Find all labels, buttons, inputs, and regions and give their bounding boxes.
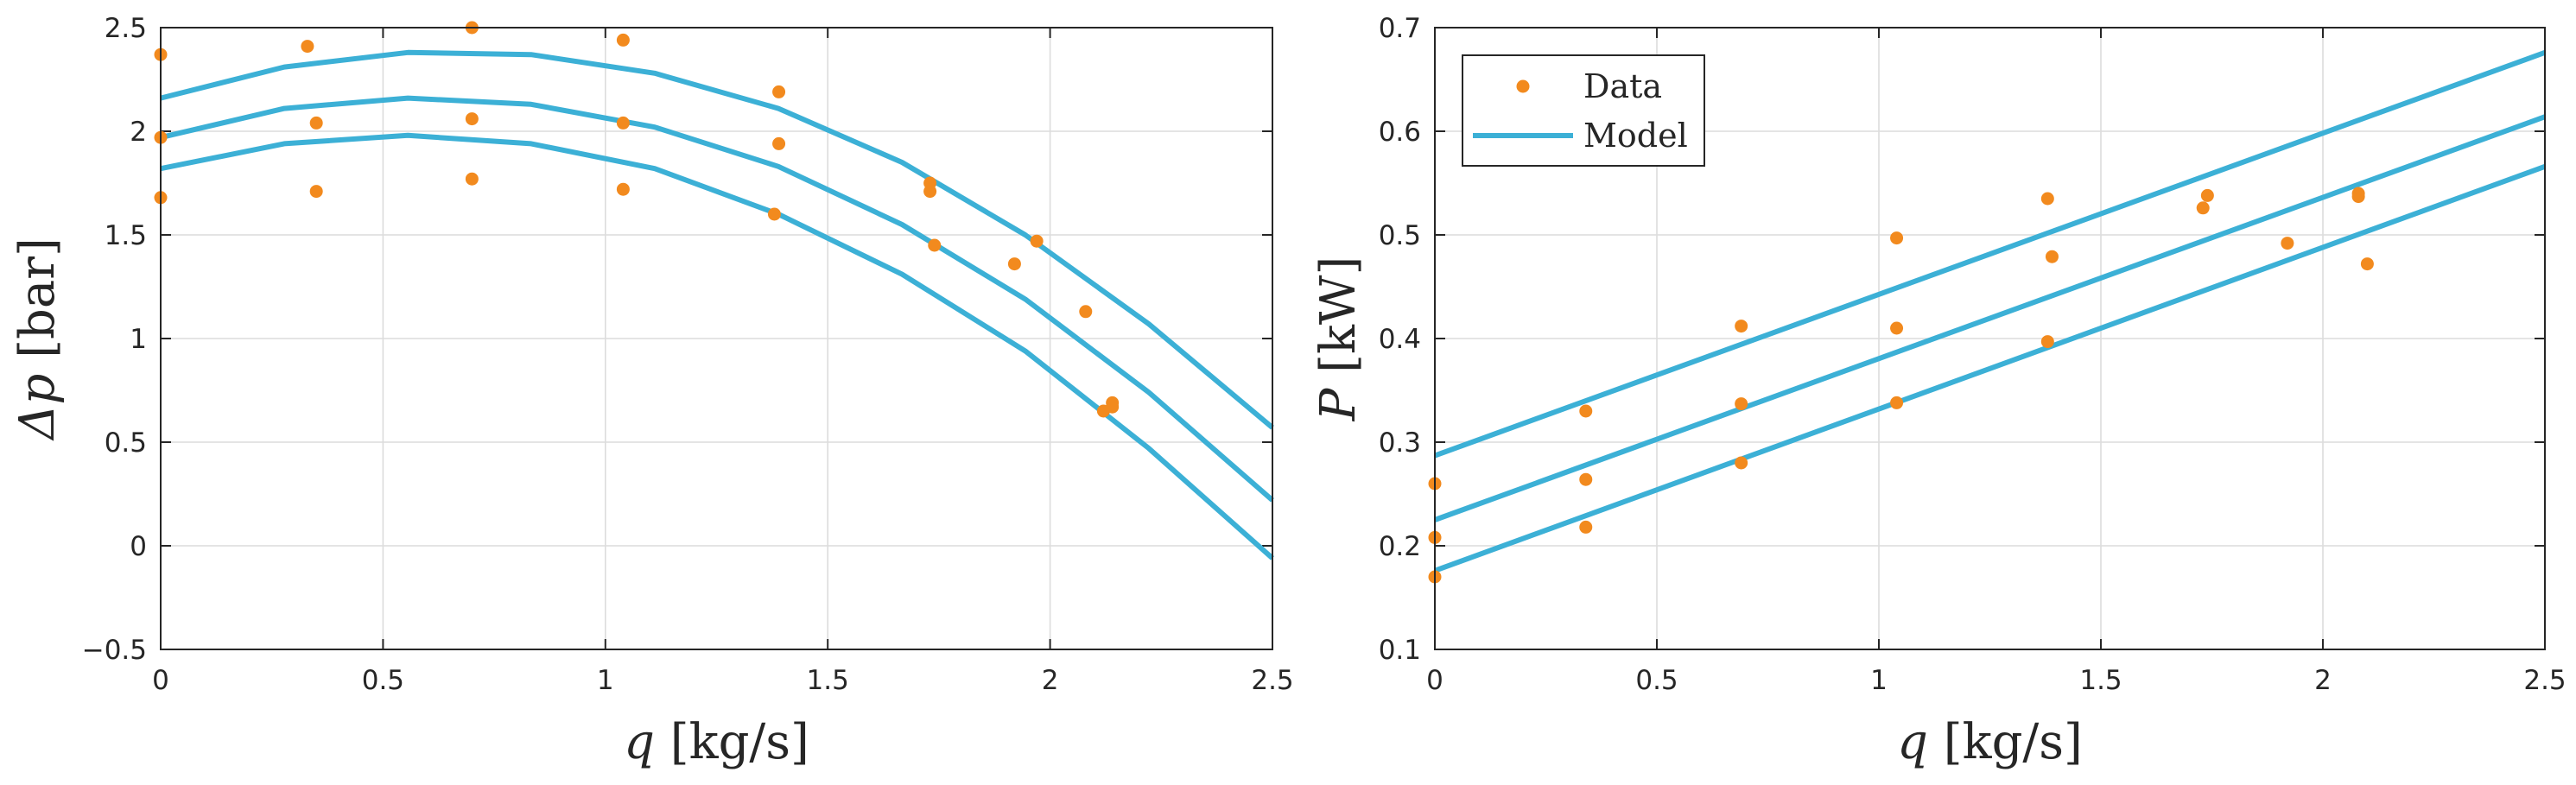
data-point — [1579, 404, 1593, 418]
data-point — [465, 112, 479, 126]
data-point — [2351, 190, 2365, 204]
y-tick-label: 0.1 — [1379, 635, 1421, 666]
model-line-1 — [1433, 49, 2547, 459]
y-tick-label: 0.7 — [1379, 13, 1421, 44]
x-axis-unit: [kg/s] — [1928, 714, 2083, 770]
chart-panel-right: 0 0.5 1 1.5 2 2.5 0.1 0.2 0.3 0.4 0.5 0.6 0.7 q [kg/s… — [1310, 13, 2566, 770]
data-point — [309, 185, 323, 199]
y-axis-symbol: P — [1310, 387, 1367, 421]
y-tick-label: 2 — [130, 117, 147, 148]
y-tick-label: 1.5 — [105, 220, 147, 251]
legend-data-marker — [1516, 79, 1530, 93]
model-line-1 — [160, 49, 1274, 430]
x-tick-label: 0 — [152, 665, 169, 696]
data-point — [1579, 520, 1593, 534]
data-point — [301, 40, 314, 54]
y-axis-label: P [kW] — [1310, 256, 1367, 422]
y-axis-symbol: Δp — [10, 374, 66, 441]
data-point — [2281, 237, 2294, 250]
y-tick-label: 0.3 — [1379, 427, 1421, 459]
data-point — [928, 238, 942, 252]
x-tick-label: 2.5 — [2523, 665, 2566, 696]
data-point — [772, 136, 786, 150]
y-tick-label: 1 — [130, 324, 147, 355]
y-tick-label: 0.2 — [1379, 531, 1421, 562]
x-axis-label: q [kg/s] — [624, 714, 809, 770]
y-tick-label: −0.5 — [82, 635, 147, 666]
data-point — [1890, 321, 1904, 335]
axes-frame — [160, 27, 1273, 650]
x-tick-label: 1 — [1870, 665, 1888, 696]
y-tick-label: 0.5 — [1379, 220, 1421, 251]
y-axis-unit: [bar] — [10, 237, 66, 374]
data-point — [2040, 192, 2054, 206]
x-tick-label: 0.5 — [1635, 665, 1678, 696]
x-axis-unit: [kg/s] — [655, 714, 809, 770]
model-line-3 — [160, 132, 1274, 560]
data-point — [1735, 456, 1748, 470]
x-tick-label: 0 — [1426, 665, 1443, 696]
data-point — [1079, 305, 1093, 319]
x-tick-label: 2 — [1042, 665, 1059, 696]
data-point — [616, 182, 630, 196]
data-point — [1106, 400, 1120, 414]
y-axis-label: Δp [bar] — [10, 237, 66, 441]
legend-label-model: Model — [1583, 117, 1688, 155]
chart-panel-left: 0 0.5 1 1.5 2 2.5−0.500.511.522.5q [kg/s]Δp [… — [10, 13, 1294, 770]
data-point — [767, 207, 781, 221]
data-point — [1007, 257, 1021, 271]
data-point — [1890, 396, 1904, 409]
model-line-2 — [1433, 114, 2547, 522]
data-point — [616, 116, 630, 130]
y-tick-label: 0 — [130, 531, 147, 562]
data-point — [2200, 188, 2214, 202]
data-point — [923, 185, 937, 199]
data-point — [772, 85, 786, 98]
x-tick-label: 0.5 — [362, 665, 404, 696]
y-tick-label: 0.5 — [105, 427, 147, 459]
data-point — [309, 116, 323, 130]
data-point — [1030, 234, 1044, 248]
data-point — [1579, 472, 1593, 486]
x-axis-symbol: q — [624, 714, 655, 770]
axes-frame — [1434, 27, 2546, 650]
x-axis-symbol: q — [1897, 714, 1928, 770]
x-tick-label: 1.5 — [807, 665, 849, 696]
x-tick-label: 1.5 — [2079, 665, 2122, 696]
model-line-3 — [1433, 163, 2547, 573]
y-tick-label: 2.5 — [105, 13, 147, 44]
data-point — [616, 33, 630, 47]
data-point — [1735, 320, 1748, 333]
y-tick-label: 0.4 — [1379, 324, 1421, 355]
legend-box — [1462, 54, 1705, 167]
data-point — [2040, 335, 2054, 349]
legend-label-data: Data — [1583, 67, 1662, 105]
y-tick-label: 0.6 — [1379, 117, 1421, 148]
legend: Data Model — [1462, 54, 1705, 167]
data-point — [2196, 201, 2210, 215]
data-point — [1735, 397, 1748, 411]
y-axis-unit: [kW] — [1310, 256, 1367, 389]
model-line-2 — [160, 95, 1274, 503]
x-tick-label: 2.5 — [1251, 665, 1293, 696]
data-point — [2360, 257, 2374, 271]
data-point — [465, 172, 479, 186]
data-point — [2045, 250, 2059, 263]
x-axis-label: q [kg/s] — [1897, 714, 2083, 770]
data-point — [1890, 231, 1904, 245]
x-tick-label: 1 — [597, 665, 614, 696]
x-tick-label: 2 — [2314, 665, 2332, 696]
